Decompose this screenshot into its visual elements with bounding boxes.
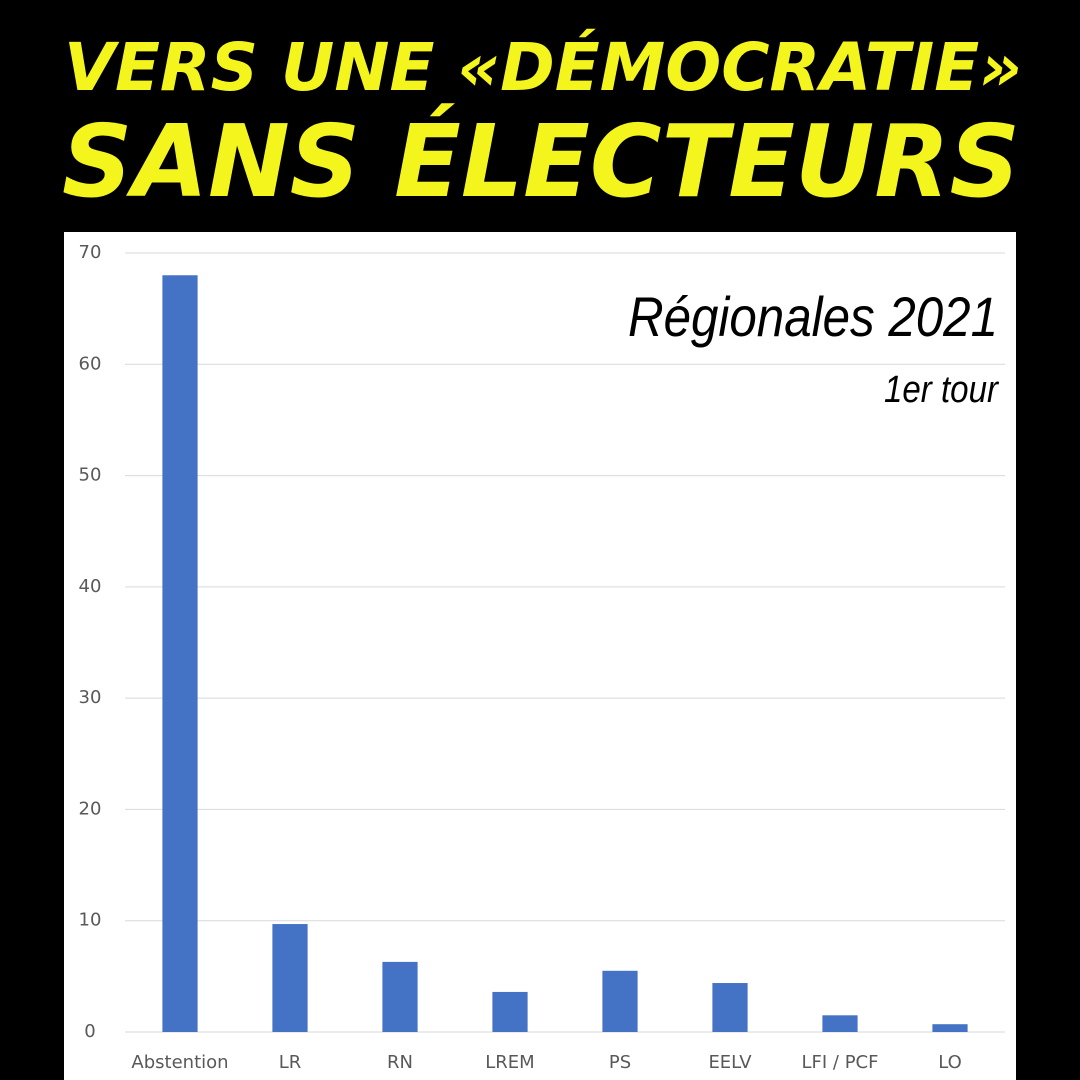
title-line: SANS ÉLECTEURS [62,103,1020,220]
title-line: VERS UNE «DÉMOCRATIE» [64,28,1022,106]
bar [822,1015,858,1032]
y-tick-label: 0 [84,1021,95,1042]
y-tick-label: 30 [79,687,102,708]
chart-panel [64,232,1016,1080]
x-tick-label: RN [387,1052,413,1073]
x-tick-label: LO [938,1052,962,1073]
x-tick-label: LREM [485,1052,534,1073]
y-tick-label: 20 [79,798,102,819]
y-tick-label: 70 [79,242,102,263]
annotation: 1er tour [884,369,999,411]
x-tick-label: Abstention [131,1052,228,1073]
bar [602,970,638,1032]
bar [492,991,528,1032]
x-tick-label: LFI / PCF [802,1052,879,1073]
bar [712,983,748,1032]
bar [932,1024,968,1032]
y-tick-label: 50 [79,465,102,486]
y-tick-label: 10 [79,910,102,931]
bar [272,924,308,1032]
bar [382,961,418,1032]
annotation: Régionales 2021 [628,285,998,348]
y-tick-label: 60 [79,353,102,374]
bar [162,275,198,1032]
x-tick-label: PS [609,1052,631,1073]
x-tick-label: LR [279,1052,302,1073]
x-tick-label: EELV [708,1052,752,1073]
y-tick-label: 40 [79,576,102,597]
